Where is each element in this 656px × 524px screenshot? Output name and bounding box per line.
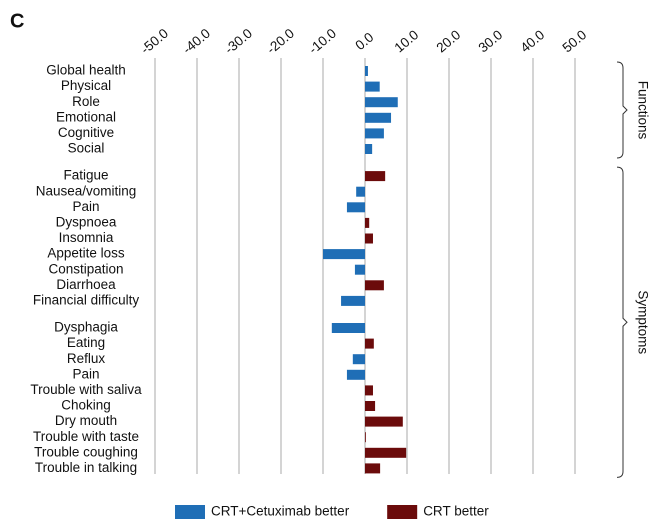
y-tick-label: Nausea/vomiting [36,183,137,198]
group-bracket [616,61,628,159]
bar [365,401,376,411]
y-tick-label: Dry mouth [55,413,117,428]
y-tick-label: Diarrhoea [56,277,116,292]
y-tick-label: Insomnia [59,230,114,245]
y-tick-label: Dysphagia [54,320,118,335]
x-tick-label: 50.0 [560,27,590,55]
bar [346,202,365,213]
bar [365,280,384,291]
y-tick-label: Physical [61,78,111,93]
bar [365,81,380,92]
group-label: Functions [635,81,650,140]
bar [354,264,365,275]
y-tick-label: Appetite loss [47,246,125,261]
panel-label: C [10,10,24,32]
bar [341,295,365,306]
bar [365,338,374,349]
x-tick-label: -50.0 [138,26,171,57]
y-tick-label: Cognitive [58,125,114,140]
x-tick-label: 0.0 [352,30,376,54]
x-tick-label: 30.0 [476,27,506,55]
bar [365,447,407,458]
y-tick-label: Fatigue [63,168,108,183]
legend-swatch [387,505,418,519]
bar [365,128,384,139]
bar [365,416,403,427]
bar [365,171,386,182]
x-tick-label: -10.0 [306,26,339,57]
bar [365,112,392,123]
y-tick-label: Pain [72,199,99,214]
bar [352,354,365,365]
y-tick-label: Emotional [56,109,116,124]
bar [365,66,368,76]
legend-swatch [175,505,205,519]
y-tick-label: Role [72,94,100,109]
x-tick-label: 10.0 [392,27,422,55]
bar [323,249,365,260]
bar [356,186,365,197]
legend-label: CRT+Cetuximab better [211,504,350,519]
y-tick-label: Financial difficulty [33,292,140,307]
y-tick-label: Trouble in talking [35,460,137,475]
y-tick-label: Dyspnoea [56,214,117,229]
legend-label: CRT better [423,504,489,519]
y-tick-label: Constipation [48,261,123,276]
x-tick-label: -40.0 [180,26,213,57]
group-label: Symptoms [635,290,650,354]
x-tick-label: 20.0 [434,27,464,55]
bar [365,97,398,108]
x-tick-label: -20.0 [264,26,297,57]
y-tick-label: Trouble coughing [34,444,138,459]
y-tick-label: Social [68,141,105,156]
bar [365,385,373,396]
y-tick-label: Pain [72,366,99,381]
group-bracket [616,166,628,478]
x-tick-label: -30.0 [222,26,255,57]
bar [365,432,366,443]
bar [365,233,373,244]
bar [346,369,365,380]
y-tick-label: Choking [61,398,111,413]
bar [365,144,373,154]
y-tick-label: Reflux [67,351,106,366]
y-tick-label: Global health [46,63,126,78]
y-tick-label: Trouble with saliva [30,382,142,397]
y-tick-label: Eating [67,335,105,350]
x-tick-label: 40.0 [518,27,548,55]
bar [365,463,381,474]
bar [331,323,365,333]
bar [365,217,370,228]
y-tick-label: Trouble with taste [33,429,139,444]
